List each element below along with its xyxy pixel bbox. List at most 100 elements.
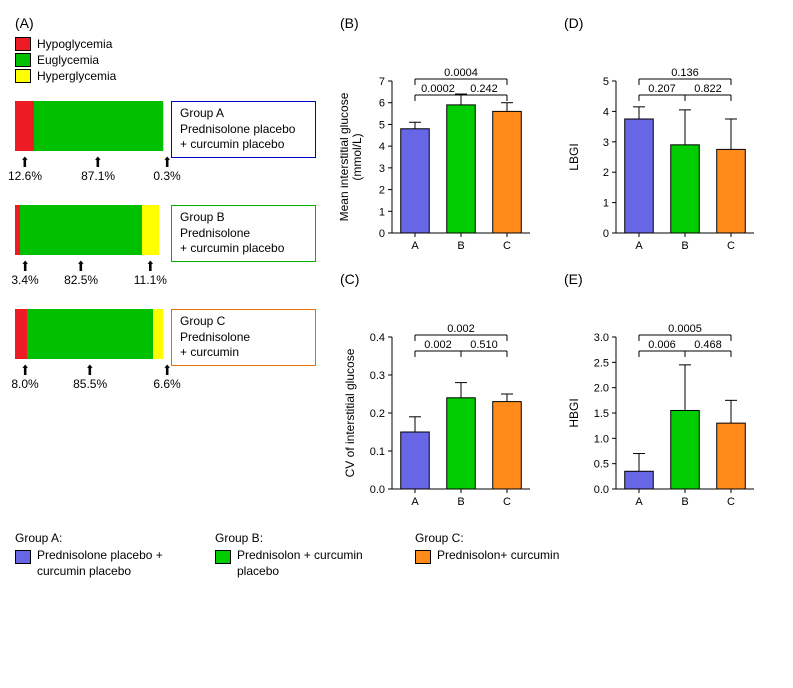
svg-text:0.002: 0.002 [424, 339, 452, 351]
svg-text:0.006: 0.006 [648, 339, 676, 351]
pct-label: 12.6% [8, 169, 42, 183]
svg-text:0.468: 0.468 [694, 339, 722, 351]
legend-swatch [15, 37, 31, 51]
svg-text:0.2: 0.2 [370, 408, 385, 420]
bar [493, 402, 522, 489]
pct-label: 85.5% [73, 377, 107, 391]
pct-label: 3.4% [11, 273, 38, 287]
stacked-segment [153, 309, 163, 359]
panel-b-label: (B) [340, 15, 554, 31]
svg-text:6: 6 [379, 98, 385, 110]
svg-text:3: 3 [603, 137, 609, 149]
arrow-up-icon: ⬆ [146, 259, 155, 273]
figure: (A) HypoglycemiaEuglycemiaHyperglycemia … [15, 15, 778, 517]
svg-text:A: A [411, 496, 419, 508]
bottom-legend-text: Prednisolone placebo + curcumin placebo [37, 548, 185, 579]
svg-text:0.0002: 0.0002 [421, 83, 455, 95]
svg-text:C: C [727, 240, 735, 252]
svg-text:0.0004: 0.0004 [444, 67, 478, 79]
arrow-label: ⬆6.6% [153, 363, 180, 391]
group-title: Group C [180, 314, 307, 330]
arrow-label: ⬆8.0% [11, 363, 38, 391]
svg-text:1.5: 1.5 [594, 408, 609, 420]
svg-text:0.5: 0.5 [594, 459, 609, 471]
svg-text:5: 5 [379, 119, 385, 131]
svg-text:0.242: 0.242 [470, 83, 498, 95]
panel-a-groups: ⬆12.6%⬆87.1%⬆0.3%Group APrednisolone pla… [15, 101, 330, 395]
arrow-up-icon: ⬆ [76, 259, 85, 273]
panel-d: (D) 012345LBGIABC0.1360.2070.822 [564, 15, 778, 261]
svg-text:0.510: 0.510 [470, 339, 498, 351]
svg-text:5: 5 [603, 76, 609, 88]
bar [671, 145, 700, 233]
svg-text:4: 4 [603, 106, 609, 118]
chart-b: 01234567Mean interstitial glucose(mmol/L… [340, 31, 554, 261]
svg-text:2.0: 2.0 [594, 383, 609, 395]
bar [401, 432, 430, 489]
svg-text:3.0: 3.0 [594, 332, 609, 344]
svg-text:0.4: 0.4 [370, 332, 385, 344]
svg-text:0.3: 0.3 [370, 370, 385, 382]
group-line: Prednisolone [180, 226, 307, 242]
bar [447, 105, 476, 233]
group-line: + curcumin placebo [180, 137, 307, 153]
bottom-legend-item: Group A:Prednisolone placebo + curcumin … [15, 531, 185, 579]
bar [671, 410, 700, 489]
legend-swatch [15, 53, 31, 67]
svg-text:A: A [411, 240, 419, 252]
arrow-up-icon: ⬆ [162, 363, 171, 377]
svg-text:C: C [503, 496, 511, 508]
panel-a: (A) HypoglycemiaEuglycemiaHyperglycemia … [15, 15, 330, 517]
bar [717, 149, 746, 233]
panel-e-label: (E) [564, 271, 778, 287]
stacked-arrows: ⬆12.6%⬆87.1%⬆0.3% [15, 155, 163, 187]
bottom-legend-swatch [415, 550, 431, 564]
svg-text:7: 7 [379, 76, 385, 88]
legend-swatch [15, 69, 31, 83]
bottom-legend-text: Prednisolon+ curcumin [437, 548, 559, 564]
group-box: Group APrednisolone placebo+ curcumin pl… [171, 101, 316, 158]
svg-text:B: B [681, 240, 688, 252]
panel-a-label: (A) [15, 15, 330, 31]
svg-text:0.0: 0.0 [594, 484, 609, 496]
stacked-segment [15, 309, 27, 359]
svg-text:C: C [727, 496, 735, 508]
bottom-legend-title: Group B: [215, 531, 385, 545]
panel-d-label: (D) [564, 15, 778, 31]
panel-b: (B) 01234567Mean interstitial glucose(mm… [340, 15, 554, 261]
bottom-legend-title: Group C: [415, 531, 559, 545]
arrow-label: ⬆85.5% [73, 363, 107, 391]
svg-text:3: 3 [379, 163, 385, 175]
svg-text:HBGI: HBGI [567, 398, 581, 427]
svg-text:0.822: 0.822 [694, 83, 722, 95]
panel-a-legend: HypoglycemiaEuglycemiaHyperglycemia [15, 37, 330, 83]
bottom-legend-item: Group B: Prednisolon + curcumin placebo [215, 531, 385, 579]
svg-text:2.5: 2.5 [594, 357, 609, 369]
svg-text:LBGI: LBGI [567, 143, 581, 170]
legend-label: Hyperglycemia [37, 69, 116, 83]
pct-label: 6.6% [153, 377, 180, 391]
svg-text:1.0: 1.0 [594, 433, 609, 445]
svg-text:B: B [457, 496, 464, 508]
group-title: Group B [180, 210, 307, 226]
stacked-group: ⬆12.6%⬆87.1%⬆0.3%Group APrednisolone pla… [15, 101, 330, 187]
svg-text:Mean interstitial glucose(mmol: Mean interstitial glucose(mmol/L) [340, 92, 364, 221]
chart-d: 012345LBGIABC0.1360.2070.822 [564, 31, 778, 261]
arrow-label: ⬆82.5% [64, 259, 98, 287]
bottom-legend-text: Prednisolon + curcumin placebo [237, 548, 385, 579]
svg-text:A: A [635, 240, 643, 252]
svg-text:0.1: 0.1 [370, 446, 385, 458]
group-line: + curcumin [180, 345, 307, 361]
stacked-group: ⬆8.0%⬆85.5%⬆6.6%Group CPrednisolone+ cur… [15, 309, 330, 395]
svg-text:0.207: 0.207 [648, 83, 676, 95]
group-line: Prednisolone placebo [180, 122, 307, 138]
arrow-label: ⬆87.1% [81, 155, 115, 183]
group-title: Group A [180, 106, 307, 122]
svg-text:2: 2 [603, 167, 609, 179]
stacked-segment [20, 205, 142, 255]
pct-label: 87.1% [81, 169, 115, 183]
svg-text:1: 1 [379, 206, 385, 218]
legend-label: Hypoglycemia [37, 37, 112, 51]
arrow-up-icon: ⬆ [162, 155, 171, 169]
arrow-label: ⬆3.4% [11, 259, 38, 287]
